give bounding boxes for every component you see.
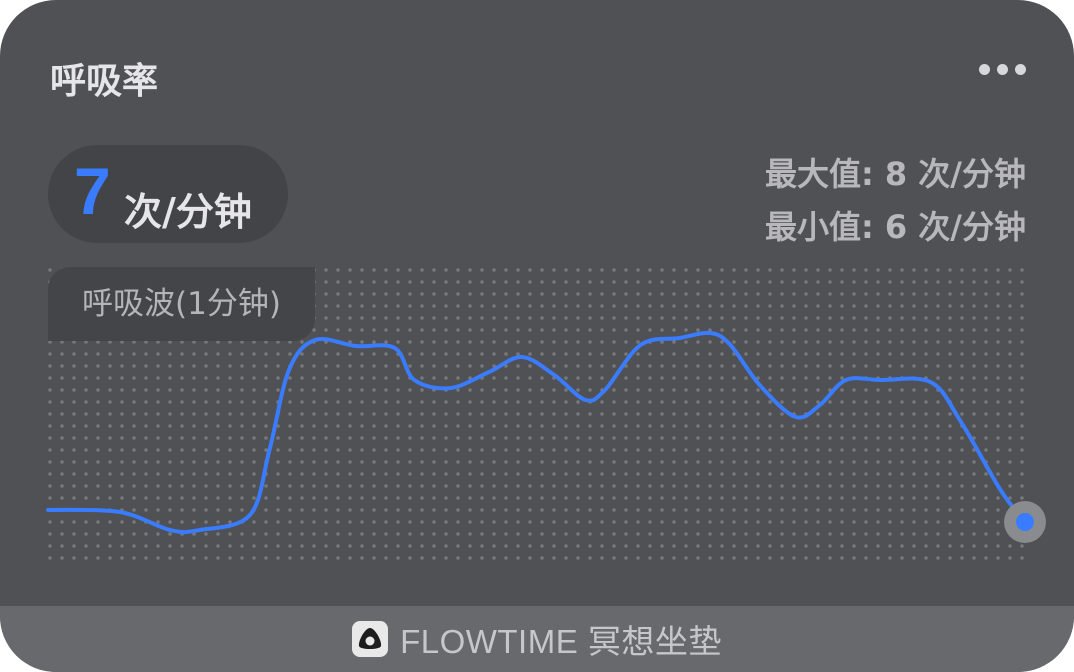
ellipsis-dot bbox=[1015, 64, 1026, 75]
breathing-wave-line bbox=[46, 330, 1027, 535]
current-value-unit: 次/分钟 bbox=[124, 190, 252, 234]
footer: FLOWTIME 冥想坐垫 bbox=[0, 606, 1074, 672]
current-value-pill: 7 次/分钟 bbox=[48, 145, 288, 243]
more-options-button[interactable] bbox=[979, 64, 1026, 75]
max-value: 最大值: 8 次/分钟 bbox=[764, 155, 1026, 193]
stats: 最大值: 8 次/分钟 最小值: 6 次/分钟 bbox=[765, 148, 1026, 254]
min-value: 最小值: 6 次/分钟 bbox=[764, 208, 1026, 246]
footer-brand: FLOWTIME 冥想坐垫 bbox=[400, 623, 722, 660]
flowtime-logo-icon bbox=[352, 621, 389, 657]
ellipsis-dot bbox=[997, 64, 1008, 75]
current-value: 7 bbox=[74, 154, 111, 228]
wave-label: 呼吸波(1分钟) bbox=[48, 267, 315, 341]
card-title: 呼吸率 bbox=[50, 61, 159, 102]
ellipsis-horizontal-icon bbox=[979, 64, 990, 75]
current-point bbox=[1016, 513, 1034, 531]
